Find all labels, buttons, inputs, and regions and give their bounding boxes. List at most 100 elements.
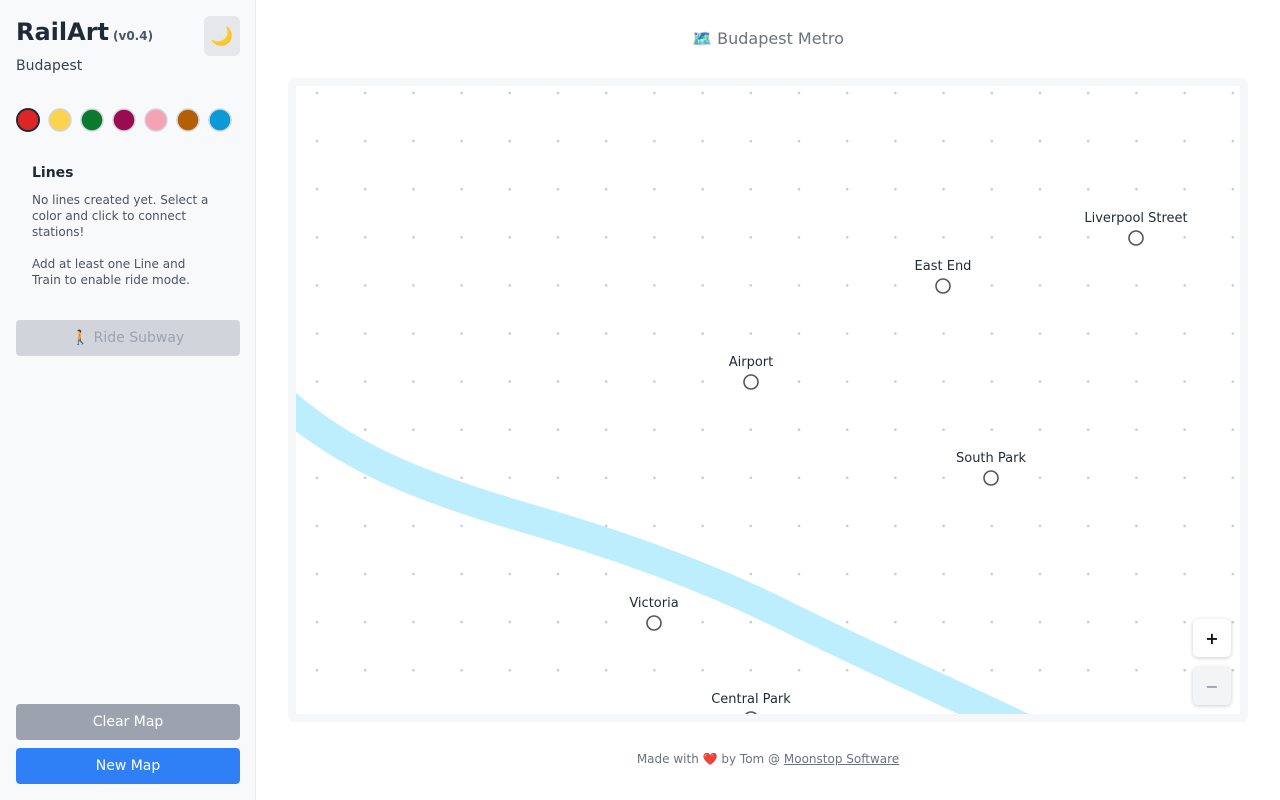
footer: Made with ❤️ by Tom @ Moonstop Software	[256, 752, 1280, 766]
grid-dot	[1038, 668, 1042, 672]
station-label: Airport	[729, 355, 774, 370]
grid-dot	[604, 284, 608, 287]
grid-dot	[1183, 332, 1186, 335]
grid-dot	[749, 428, 753, 432]
grid-dot	[363, 380, 367, 383]
grid-dot	[460, 187, 463, 191]
grid-dot	[1231, 668, 1235, 672]
grid-dot	[604, 668, 608, 672]
grid-dot	[701, 284, 704, 287]
grid-dot	[1135, 187, 1138, 191]
station[interactable]	[1128, 230, 1144, 246]
grid-dot	[508, 476, 512, 480]
color-swatch[interactable]	[80, 108, 104, 132]
grid-dot	[1183, 284, 1186, 287]
station[interactable]	[743, 374, 759, 390]
footer-link[interactable]: Moonstop Software	[783, 752, 900, 766]
grid-dot	[1038, 572, 1042, 576]
grid-dot	[460, 380, 463, 383]
grid-dot	[894, 187, 897, 191]
grid-dot	[942, 91, 945, 95]
grid-dot	[845, 91, 849, 95]
grid-dot	[797, 139, 801, 143]
grid-dot	[604, 332, 608, 335]
grid-dot	[990, 139, 994, 143]
station[interactable]	[744, 711, 758, 714]
grid-dot	[315, 572, 319, 576]
grid-dot	[653, 428, 656, 432]
grid-dot	[1183, 572, 1186, 576]
grid-dot	[460, 236, 463, 239]
grid-dot	[412, 187, 415, 191]
grid-dot	[556, 476, 560, 480]
color-swatch[interactable]	[16, 108, 40, 132]
ride-button[interactable]: 🚶 Ride Subway	[16, 320, 240, 356]
grid-dot	[508, 187, 512, 191]
grid-dot	[701, 187, 704, 191]
grid-dot	[990, 380, 994, 383]
grid-dot	[701, 476, 704, 480]
grid-dot	[1086, 91, 1090, 95]
grid-dot	[604, 524, 608, 528]
color-swatch[interactable]	[144, 108, 168, 132]
grid-dot	[508, 332, 512, 335]
grid-dot	[1038, 284, 1042, 287]
grid-dot	[1231, 187, 1235, 191]
grid-dot	[1231, 91, 1235, 95]
grid-dot	[556, 332, 560, 335]
grid-dot	[556, 380, 560, 383]
grid-dot	[749, 668, 753, 672]
theme-toggle[interactable]: 🌙	[204, 16, 240, 56]
grid-dot	[412, 139, 415, 143]
grid-dot	[701, 668, 704, 672]
zoom-out-button[interactable]: −	[1193, 667, 1231, 705]
clear-button[interactable]: Clear Map	[16, 704, 240, 740]
grid-dot	[1183, 91, 1186, 95]
zoom-in-button[interactable]: +	[1193, 619, 1231, 657]
grid-dot	[990, 236, 994, 239]
grid-dot	[1086, 187, 1090, 191]
grid-dot	[556, 139, 560, 143]
grid-dot	[1183, 139, 1186, 143]
grid-dot	[1135, 476, 1138, 480]
grid-dot	[363, 284, 367, 287]
grid-dot	[653, 524, 656, 528]
grid-dot	[460, 91, 463, 95]
color-swatch[interactable]	[48, 108, 72, 132]
grid-dot	[1086, 524, 1090, 528]
grid-dot	[315, 139, 319, 143]
grid-dot	[653, 139, 656, 143]
grid-dot	[894, 380, 897, 383]
grid-dot	[1086, 668, 1090, 672]
grid-dot	[701, 620, 704, 624]
grid-dot	[1231, 284, 1235, 287]
grid-dot	[604, 187, 608, 191]
color-palette	[16, 108, 232, 132]
map[interactable]: Liverpool Street East End Airport South Par…	[296, 86, 1240, 714]
grid-dot	[1038, 524, 1042, 528]
grid-dot	[412, 332, 415, 335]
color-swatch[interactable]	[208, 108, 232, 132]
grid-dot	[1086, 380, 1090, 383]
grid-dot	[460, 139, 463, 143]
color-swatch[interactable]	[176, 108, 200, 132]
grid-dot	[363, 524, 367, 528]
color-swatch[interactable]	[112, 108, 136, 132]
grid-dot	[363, 428, 367, 432]
grid-dot	[1183, 620, 1186, 624]
grid-dot	[1231, 428, 1235, 432]
grid-dot	[363, 236, 367, 239]
grid-dot	[412, 284, 415, 287]
grid-dot	[556, 572, 560, 576]
grid-dot	[508, 380, 512, 383]
station[interactable]	[935, 278, 951, 294]
grid-dot	[1231, 524, 1235, 528]
lines-empty-text: No lines created yet. Select a color and…	[32, 193, 209, 239]
grid-dot	[653, 476, 656, 480]
grid-dot	[797, 476, 801, 480]
grid-dot	[1086, 332, 1090, 335]
station[interactable]	[983, 470, 999, 486]
grid-dot	[1135, 380, 1138, 383]
new-map-button[interactable]: New Map	[16, 748, 240, 784]
station[interactable]	[646, 615, 662, 631]
